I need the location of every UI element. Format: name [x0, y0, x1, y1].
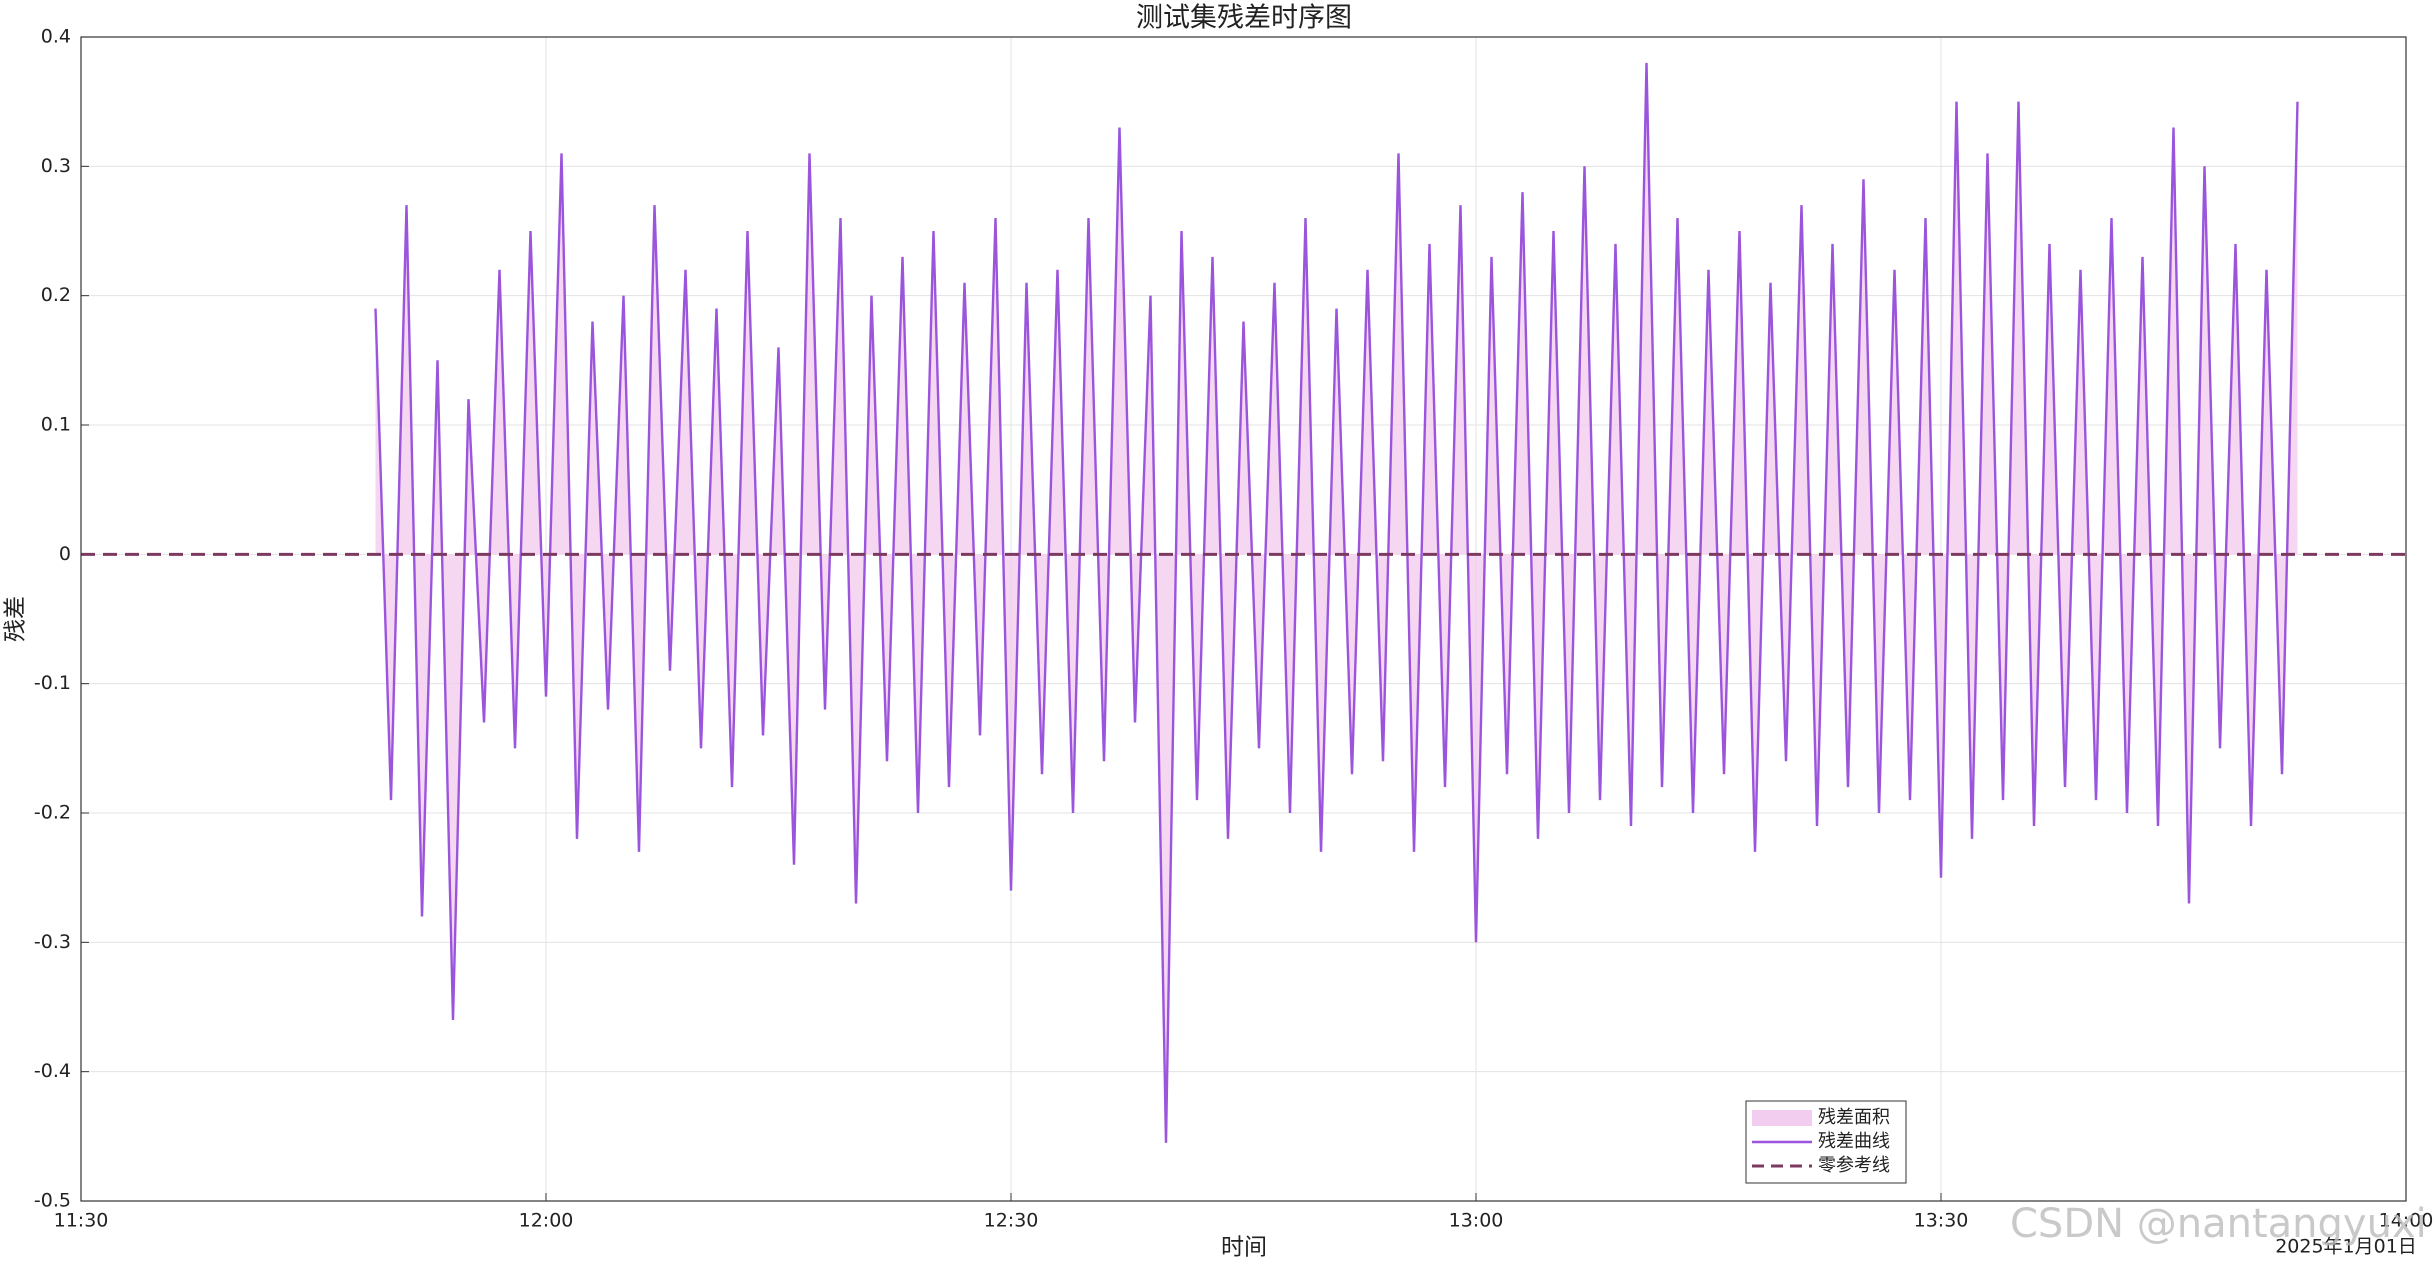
residual-line: [374, 62, 2299, 1143]
chart-title: 测试集残差时序图: [1136, 3, 1352, 34]
y-axis-label: 残差: [3, 596, 29, 642]
x-tick-label: 13:00: [1449, 1210, 1504, 1232]
watermark: CSDN @nantangyuxi: [2010, 1201, 2427, 1247]
x-axis-label: 时间: [1221, 1235, 1267, 1261]
x-tick-label: 13:30: [1914, 1210, 1969, 1232]
legend-label: 残差面积: [1818, 1107, 1890, 1128]
residual-area: [375, 62, 2298, 1143]
y-tick-label: -0.1: [34, 672, 71, 694]
y-tick-label: 0.1: [41, 414, 71, 436]
y-tick-label: 0: [59, 543, 71, 565]
y-tick-label: -0.5: [34, 1190, 71, 1212]
y-tick-label: -0.3: [34, 931, 71, 953]
x-tick-label: 12:00: [519, 1210, 574, 1232]
y-tick-label: -0.4: [34, 1060, 71, 1082]
date-label: 2025年1月01日: [2275, 1236, 2417, 1258]
x-tick-label: 12:30: [984, 1210, 1039, 1232]
y-tick-label: 0.2: [41, 284, 71, 306]
y-tick-label: -0.2: [34, 802, 71, 824]
legend-label: 残差曲线: [1818, 1131, 1890, 1152]
legend-swatch: [1752, 1110, 1812, 1126]
legend-label: 零参考线: [1818, 1155, 1890, 1176]
y-tick-label: 0.3: [41, 155, 71, 177]
x-tick-label: 11:30: [54, 1210, 109, 1232]
y-tick-label: 0.4: [41, 26, 71, 48]
plot-frame: [80, 36, 2407, 1202]
x-tick-label: 14:00: [2379, 1210, 2434, 1232]
